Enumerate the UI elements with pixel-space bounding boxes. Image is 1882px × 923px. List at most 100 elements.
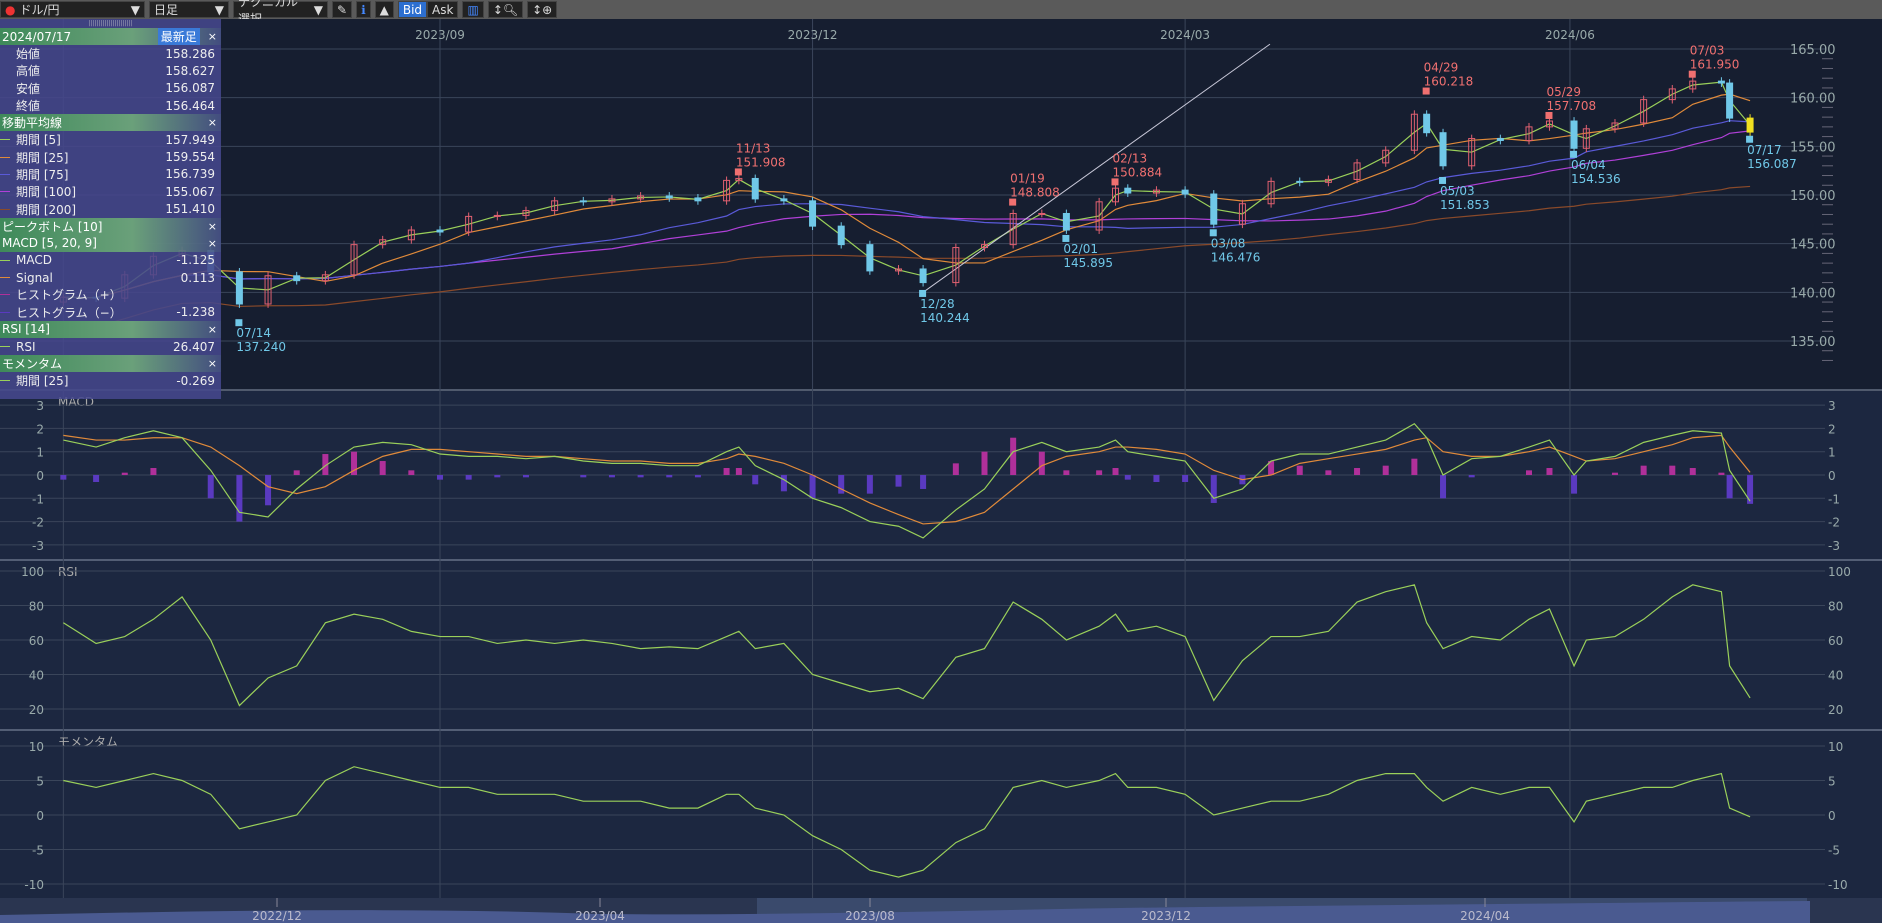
histogram-bar	[379, 461, 386, 475]
peak-value: 146.476	[1211, 250, 1261, 264]
signal-line	[63, 434, 1751, 525]
close-icon[interactable]: ×	[207, 30, 217, 43]
histogram-bar	[1726, 475, 1733, 499]
row-value: 159.554	[165, 150, 215, 165]
candle	[866, 244, 874, 272]
momentum-title: モメンタム	[2, 357, 63, 372]
candle	[1152, 189, 1160, 194]
x-tick-label: 2023/12	[788, 28, 838, 42]
histogram-bar	[1468, 475, 1475, 478]
histogram-bar	[1382, 465, 1389, 475]
bottom-marker	[235, 319, 243, 327]
peak-value: 156.087	[1747, 157, 1797, 171]
us-jp-flag-icon: ●	[5, 2, 16, 17]
y-tick-label: 10	[1828, 740, 1843, 754]
candle	[637, 195, 645, 200]
macd-row: ヒストグラム（+）	[0, 286, 221, 303]
peak-date: 04/29	[1424, 61, 1459, 75]
peak-value: 150.884	[1113, 165, 1163, 179]
close-icon[interactable]: ×	[207, 116, 217, 130]
y-tick-label: 60	[1828, 634, 1843, 648]
candle	[350, 244, 358, 276]
chevron-down-icon: ▼	[214, 2, 224, 17]
peak-value: 151.853	[1440, 198, 1490, 212]
peak-value: 157.708	[1546, 99, 1596, 113]
candle	[895, 268, 903, 272]
histogram-bar	[1038, 451, 1045, 475]
timeframe-select[interactable]: 日足 ▼	[149, 1, 229, 18]
row-value: 156.464	[165, 98, 215, 113]
row-label: RSI	[16, 339, 36, 354]
y-tick-label: -10	[1828, 878, 1848, 892]
histogram-bar	[1354, 468, 1361, 475]
legend-swatch	[0, 346, 10, 347]
y-tick-label: 160.00	[1790, 92, 1836, 107]
mountain-chart-icon[interactable]: ▲	[374, 1, 394, 18]
peak-date: 07/03	[1690, 44, 1725, 58]
close-icon[interactable]: ×	[207, 322, 217, 336]
y-tick-label-left: 5	[36, 775, 44, 789]
histogram-bar	[1096, 470, 1103, 475]
latest-bar-button[interactable]: 最新足	[157, 28, 200, 45]
macd-title: MACD [5, 20, 9]	[2, 236, 97, 251]
histogram-bar	[1689, 468, 1696, 475]
candle	[235, 271, 243, 305]
y-tick-label-left: 0	[36, 469, 44, 483]
navigator-tick-label: 2024/04	[1460, 909, 1510, 923]
current-date: 2024/07/17	[2, 29, 72, 44]
candle	[1382, 149, 1390, 164]
histogram-bar	[735, 468, 742, 475]
ma-row: 期間 [100] 155.067	[0, 183, 221, 200]
histogram-bar	[838, 475, 845, 494]
bar-chart-icon[interactable]: ▥	[462, 1, 484, 18]
bid-button[interactable]: Bid	[397, 1, 428, 18]
price-chart[interactable]: 165.00 160.00 155.00 150.00 145.00 140.00 135.…	[0, 19, 1882, 923]
candle	[1525, 126, 1533, 141]
peak-date: 01/19	[1010, 172, 1045, 186]
candle	[837, 225, 845, 246]
ma-row: 期間 [200] 151.410	[0, 200, 221, 217]
bottom-marker	[1439, 176, 1447, 184]
zoom-horizontal-icon[interactable]: ↕🔍︎	[487, 1, 524, 18]
currency-pair-select[interactable]: ● ドル/円 ▼	[0, 1, 145, 18]
ask-button[interactable]: Ask	[427, 1, 459, 18]
candle	[293, 275, 301, 282]
candle	[1124, 187, 1132, 194]
candle	[1496, 138, 1504, 141]
histogram-bar	[895, 475, 902, 487]
histogram-bar	[465, 475, 472, 480]
candle	[1181, 189, 1189, 195]
candle	[809, 200, 817, 227]
y-tick-label-left: 3	[36, 399, 44, 413]
navigator-tick-label: 2022/12	[252, 909, 302, 923]
peak-marker	[1111, 178, 1119, 186]
ma-row: 期間 [75] 156.739	[0, 166, 221, 183]
candle	[1746, 117, 1754, 133]
zoom-vertical-icon[interactable]: ↕⊕	[527, 1, 558, 18]
peak-marker	[1545, 111, 1553, 119]
candle	[1668, 88, 1676, 101]
technical-select[interactable]: テクニカル選択 ▼	[233, 0, 328, 26]
pair-label: ドル/円	[19, 3, 60, 17]
info-icon[interactable]: ℹ	[356, 1, 371, 18]
peak-date: 12/28	[920, 297, 955, 311]
row-label: 始値	[16, 47, 41, 62]
close-icon[interactable]: ×	[207, 219, 217, 233]
panel-drag-handle[interactable]: ||||||||||||||||||||||	[88, 20, 133, 27]
row-label: 期間 [5]	[16, 133, 61, 148]
candle	[1570, 120, 1578, 149]
row-label: Signal	[16, 270, 53, 285]
histogram-bar	[1718, 472, 1725, 475]
histogram-bar	[866, 475, 873, 494]
bottom-marker	[919, 289, 927, 297]
pencil-icon[interactable]: ✎	[332, 1, 353, 18]
close-icon[interactable]: ×	[207, 357, 217, 371]
y-tick-label: 1	[1828, 446, 1836, 460]
close-icon[interactable]: ×	[207, 236, 217, 250]
peak-date: 06/04	[1571, 158, 1606, 172]
peak-date: 07/17	[1747, 143, 1782, 157]
histogram-bar	[1440, 475, 1447, 499]
candle	[608, 198, 616, 203]
ohlc-row: 高値 158.627	[0, 62, 221, 79]
peak-value: 140.244	[920, 311, 970, 325]
